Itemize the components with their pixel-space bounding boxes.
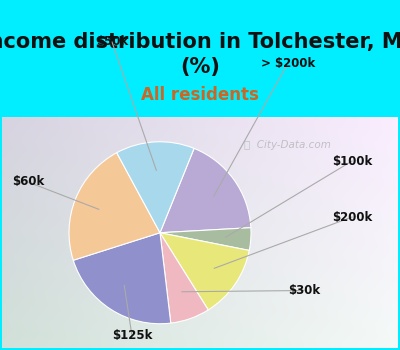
Text: $200k: $200k bbox=[332, 210, 372, 224]
Wedge shape bbox=[160, 233, 208, 323]
Text: $125k: $125k bbox=[112, 329, 152, 343]
Wedge shape bbox=[160, 233, 249, 310]
Text: All residents: All residents bbox=[141, 86, 259, 104]
Text: ⓘ  City-Data.com: ⓘ City-Data.com bbox=[244, 140, 330, 150]
Wedge shape bbox=[73, 233, 171, 324]
Text: Income distribution in Tolchester, MD
(%): Income distribution in Tolchester, MD (%… bbox=[0, 32, 400, 77]
Wedge shape bbox=[160, 148, 251, 233]
Text: $60k: $60k bbox=[12, 175, 44, 189]
Wedge shape bbox=[117, 142, 194, 233]
Text: $100k: $100k bbox=[332, 154, 372, 168]
Wedge shape bbox=[160, 228, 251, 251]
Text: > $200k: > $200k bbox=[261, 56, 315, 70]
Text: $50k: $50k bbox=[96, 35, 128, 49]
Wedge shape bbox=[69, 153, 160, 260]
Text: $30k: $30k bbox=[288, 284, 320, 297]
